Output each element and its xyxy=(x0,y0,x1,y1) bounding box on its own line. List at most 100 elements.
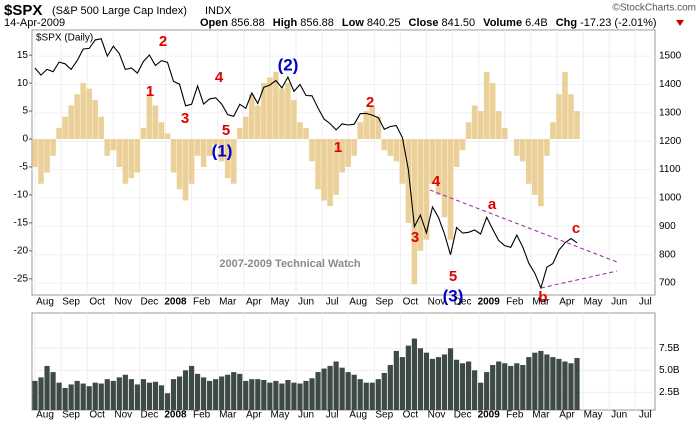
volume-bar xyxy=(520,365,526,410)
volume-bar xyxy=(243,380,249,410)
volume-bar xyxy=(261,380,267,410)
axes: Aug Aug Sep Sep Oct Oct Nov Nov Dec Dec 2008 2008 Fe… xyxy=(14,50,682,421)
oscillator-bar xyxy=(532,139,538,195)
volume-bar xyxy=(291,382,297,410)
oscillator-bar xyxy=(471,105,478,140)
volume-bar xyxy=(140,379,146,410)
volume-bar xyxy=(345,372,351,410)
oscillator-bar xyxy=(255,105,261,140)
x-tick-label: Dec xyxy=(141,410,159,421)
x-tick-label: Jul xyxy=(639,297,652,308)
oscillator xyxy=(32,71,580,285)
volume-bar xyxy=(411,338,417,410)
oscillator-bar xyxy=(357,122,363,140)
volume-bar xyxy=(363,382,369,410)
x-tick-label: Mar xyxy=(532,297,550,308)
oscillator-bar xyxy=(80,83,86,140)
volume-bar xyxy=(182,370,189,410)
volume-bar xyxy=(273,380,279,410)
volume-bar xyxy=(484,372,490,410)
oscillator-bar xyxy=(32,139,38,167)
y2-tick-label: 1500 xyxy=(659,51,682,62)
oscillator-bar xyxy=(110,139,117,151)
volume-bar xyxy=(538,350,544,410)
y-tick-label: -15 xyxy=(14,218,29,229)
wave-label: 5 xyxy=(449,268,457,285)
oscillator-bar xyxy=(333,139,339,195)
oscillator-bar xyxy=(200,139,207,167)
x-tick-label: Apr xyxy=(559,297,575,308)
volume-bar xyxy=(122,374,128,410)
oscillator-bar xyxy=(568,94,574,140)
volume-bar xyxy=(98,383,104,410)
volume-bar xyxy=(164,393,171,410)
volume-bar xyxy=(453,359,460,410)
oscillator-bar xyxy=(327,139,333,207)
volume-bar xyxy=(508,365,514,410)
trendline xyxy=(540,270,618,289)
oscillator-bar xyxy=(74,94,80,140)
volume-bar xyxy=(188,365,195,410)
oscillator-bar xyxy=(544,139,550,156)
wave-label: 4 xyxy=(432,173,441,190)
volume-bar xyxy=(339,367,345,410)
x-tick-label: May xyxy=(270,297,289,308)
oscillator-bar xyxy=(447,139,454,240)
wave-label: 3 xyxy=(411,229,419,246)
oscillator-bar xyxy=(387,139,394,156)
oscillator-bar xyxy=(453,139,460,167)
volume-bar xyxy=(44,365,50,410)
volume-bar xyxy=(466,361,472,410)
x-tick-label: Oct xyxy=(403,297,419,308)
oscillator-bar xyxy=(375,116,382,140)
oscillator-bar xyxy=(363,111,370,140)
x-tick-label: Dec xyxy=(454,297,472,308)
oscillator-bar xyxy=(345,139,351,167)
wave-label: (1) xyxy=(212,141,233,160)
oscillator-bar xyxy=(38,139,44,184)
volume-bar xyxy=(146,382,153,410)
x-tick-label: Nov xyxy=(114,297,132,308)
oscillator-bar xyxy=(321,139,327,201)
volume-bar xyxy=(478,382,484,410)
wave-label: 2 xyxy=(366,94,374,111)
oscillator-bar xyxy=(411,139,418,285)
symbol: $SPX xyxy=(4,2,42,19)
x-tick-label: Feb xyxy=(506,410,524,421)
oscillator-bar xyxy=(273,71,279,140)
volume-bar xyxy=(110,380,116,410)
volume-bar xyxy=(315,372,321,410)
oscillator-bar xyxy=(520,139,526,162)
volume-bar xyxy=(255,379,261,410)
oscillator-bar xyxy=(224,139,231,179)
x-tick-label: Aug xyxy=(349,410,367,421)
volume-bar xyxy=(435,357,442,410)
oscillator-bar xyxy=(50,139,56,156)
x-tick-label: Feb xyxy=(193,297,211,308)
wave-label: 5 xyxy=(222,122,230,139)
y2-tick-label: 900 xyxy=(659,221,676,232)
x-tick-label: Aug xyxy=(349,297,367,308)
volume-bar xyxy=(550,357,556,410)
volume-bar xyxy=(309,378,315,410)
x-tick-label: 2009 xyxy=(478,297,501,308)
oscillator-bar xyxy=(351,139,357,156)
volume-bar xyxy=(381,372,387,410)
volume-bar xyxy=(116,377,122,410)
volume-bar xyxy=(38,377,44,410)
volume-bar xyxy=(441,354,448,410)
oscillator-bar xyxy=(68,105,74,140)
volume-bar xyxy=(405,345,411,410)
volume-bar xyxy=(279,383,285,410)
volume-bar xyxy=(32,380,38,410)
volume-bar xyxy=(532,352,538,410)
volume-bar xyxy=(459,363,466,410)
oscillator-bar xyxy=(170,139,177,173)
volume-bar xyxy=(327,365,333,410)
volume-bar xyxy=(562,361,568,410)
volume-bar xyxy=(152,381,159,410)
quote-value: 6.4B xyxy=(525,17,548,29)
oscillator-bar xyxy=(56,127,62,140)
exchange: INDX xyxy=(205,5,232,17)
